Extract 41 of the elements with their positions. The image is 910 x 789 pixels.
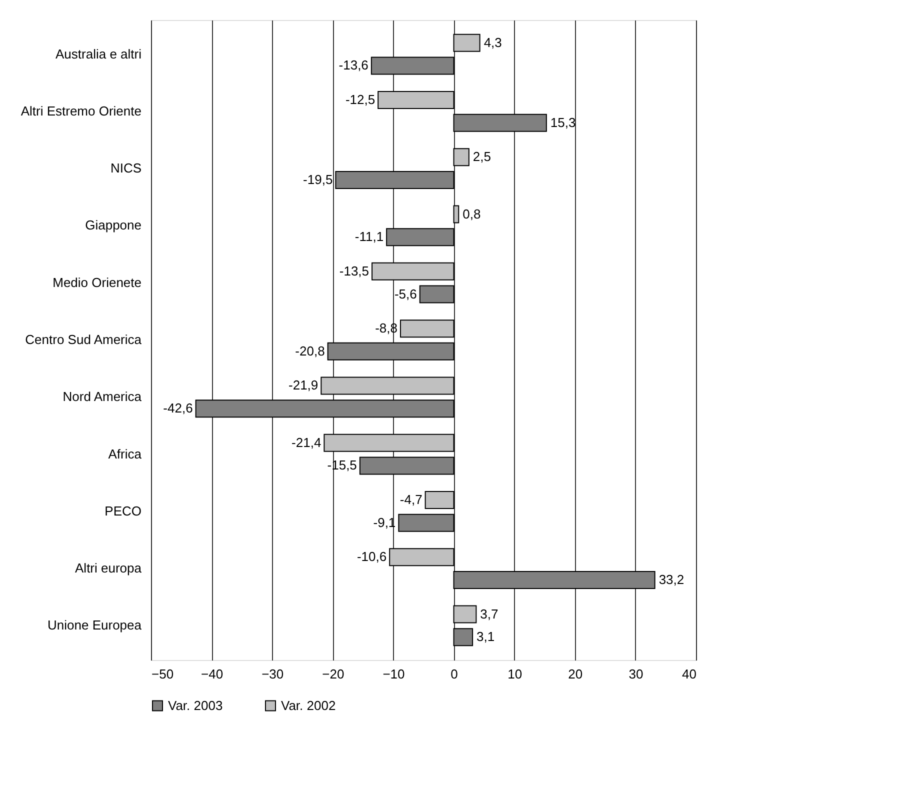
y-tick-label: NICS	[110, 160, 142, 176]
x-tick-label: 20	[568, 666, 583, 682]
data-label: 2,5	[472, 149, 491, 164]
x-tick-label: 40	[682, 666, 696, 682]
legend-label: Var. 2003	[168, 698, 223, 713]
y-tick-label: Altri europa	[75, 560, 142, 576]
data-label: -11,1	[354, 229, 384, 244]
x-tick-label: 30	[628, 666, 644, 682]
data-label: -10,6	[356, 549, 387, 564]
data-label: 3,1	[476, 629, 495, 644]
data-label: -4,7	[400, 492, 422, 507]
y-tick-label: Giappone	[85, 218, 142, 233]
x-tick-label: −50	[152, 666, 174, 682]
x-tick-label: −30	[262, 666, 284, 682]
data-label: -21,4	[292, 434, 322, 450]
data-label: -5,6	[394, 286, 417, 302]
x-tick-label: 10	[508, 666, 522, 682]
y-tick-label: Australia e altri	[56, 46, 142, 62]
data-label: -19,5	[303, 172, 333, 187]
data-label: 4,3	[484, 34, 502, 50]
data-label: 0,8	[462, 206, 481, 222]
y-tick-label: Unione Europea	[48, 618, 142, 633]
data-label: -12,5	[345, 92, 376, 107]
y-tick-label: Centro Sud America	[25, 332, 142, 347]
data-label: -20,8	[295, 343, 325, 358]
y-tick-label: Altri Estremo Oriente	[20, 103, 142, 118]
data-label: -13,6	[338, 58, 368, 73]
data-label: -13,5	[339, 263, 370, 278]
y-tick-label: Medio Orienete	[52, 274, 142, 290]
data-label: 3,7	[480, 606, 498, 622]
y-tick-label: PECO	[104, 503, 142, 518]
x-tick-label: −10	[382, 666, 405, 682]
data-label: 33,2	[658, 572, 684, 587]
x-tick-label: 0	[450, 666, 458, 682]
data-label: -21,9	[288, 378, 318, 393]
x-tick-label: −20	[322, 666, 344, 682]
y-tick-label: Nord America	[62, 389, 142, 404]
x-tick-label: −40	[201, 666, 224, 682]
data-label: -42,6	[163, 400, 193, 416]
y-tick-label: Africa	[108, 446, 142, 462]
legend-label: Var. 2002	[281, 698, 336, 713]
